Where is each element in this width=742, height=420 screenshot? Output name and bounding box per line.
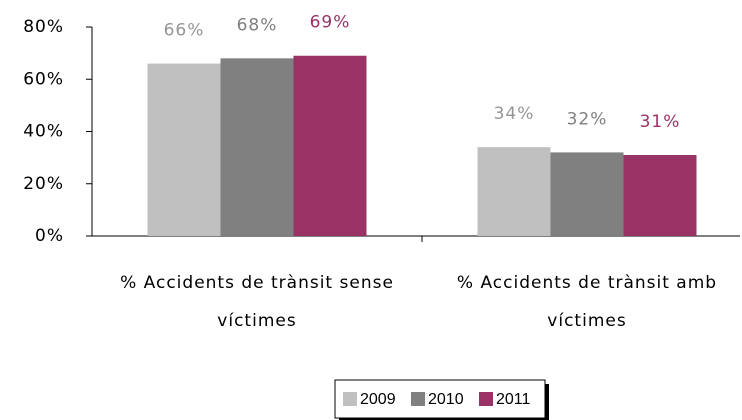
legend-swatch: [343, 392, 357, 406]
legend-swatch: [479, 392, 493, 406]
legend-label: 2011: [496, 391, 531, 408]
data-label: 34%: [494, 104, 535, 124]
legend: [334, 379, 546, 419]
data-label: 31%: [640, 112, 681, 132]
y-tick-label: 80%: [23, 17, 64, 37]
bar: [623, 155, 697, 236]
bar: [220, 58, 294, 236]
data-label: 32%: [567, 109, 608, 129]
bar: [293, 55, 367, 236]
y-tick-label: 20%: [23, 174, 64, 194]
legend-swatch: [411, 392, 425, 406]
data-label: 66%: [164, 21, 205, 41]
data-label: 69%: [310, 13, 351, 33]
y-tick-label: 0%: [35, 226, 64, 246]
legend-label: 2010: [428, 391, 464, 408]
x-tick-label: % Accidents de trànsit amb víctimes: [456, 273, 718, 331]
bar: [147, 63, 221, 237]
y-tick-label: 40%: [23, 122, 64, 142]
data-label: 68%: [237, 15, 278, 35]
bar: [550, 152, 624, 236]
y-tick-label: 60%: [23, 69, 64, 89]
bar: [477, 147, 551, 236]
legend-label: 2009: [360, 391, 396, 408]
x-tick-label: % Accidents de trànsit sense víctimes: [120, 273, 394, 331]
